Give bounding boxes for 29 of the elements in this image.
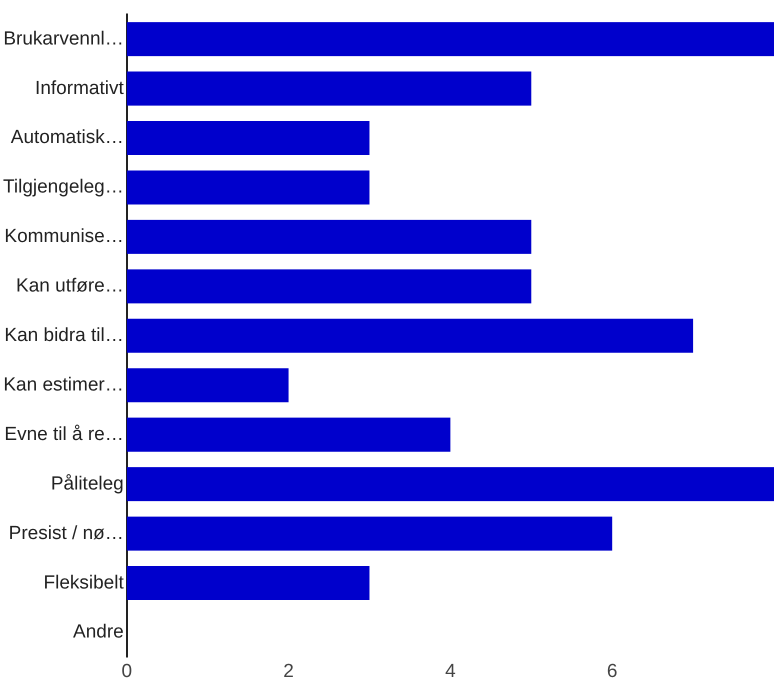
x-tick-label: 0 xyxy=(121,660,132,682)
y-tick-label: Kommunise… xyxy=(4,226,124,248)
bar xyxy=(126,121,370,156)
bar xyxy=(126,418,450,452)
y-tick-label: Automatisk… xyxy=(10,127,124,148)
x-tick-label: 2 xyxy=(283,660,294,682)
y-tick-label: Kan utføre… xyxy=(16,276,124,297)
bar xyxy=(126,72,532,106)
y-tick-label: Presist / nø… xyxy=(8,522,124,544)
y-tick-label: Informativt xyxy=(35,78,124,99)
bar xyxy=(126,170,370,204)
y-tick-label: Andre xyxy=(73,622,124,643)
bar xyxy=(126,22,774,56)
y-tick-label: Kan estimer… xyxy=(3,374,124,396)
x-tick-label: 4 xyxy=(445,660,456,682)
bar xyxy=(126,318,694,353)
y-tick-label: Brukarvennl… xyxy=(3,28,124,50)
bar xyxy=(126,516,612,551)
bar xyxy=(126,269,532,304)
y-tick-label: Fleksibelt xyxy=(44,572,124,594)
y-tick-label: Tilgjengeleg… xyxy=(2,176,124,198)
bar xyxy=(126,566,370,600)
y-tick-label: Påliteleg xyxy=(50,473,124,494)
y-tick-label: Kan bidra til… xyxy=(4,325,124,346)
y-tick-label: Evne til å re… xyxy=(4,424,124,445)
bar xyxy=(126,220,532,254)
bar xyxy=(126,467,774,502)
bar xyxy=(126,368,289,402)
x-tick-label: 6 xyxy=(606,660,618,682)
